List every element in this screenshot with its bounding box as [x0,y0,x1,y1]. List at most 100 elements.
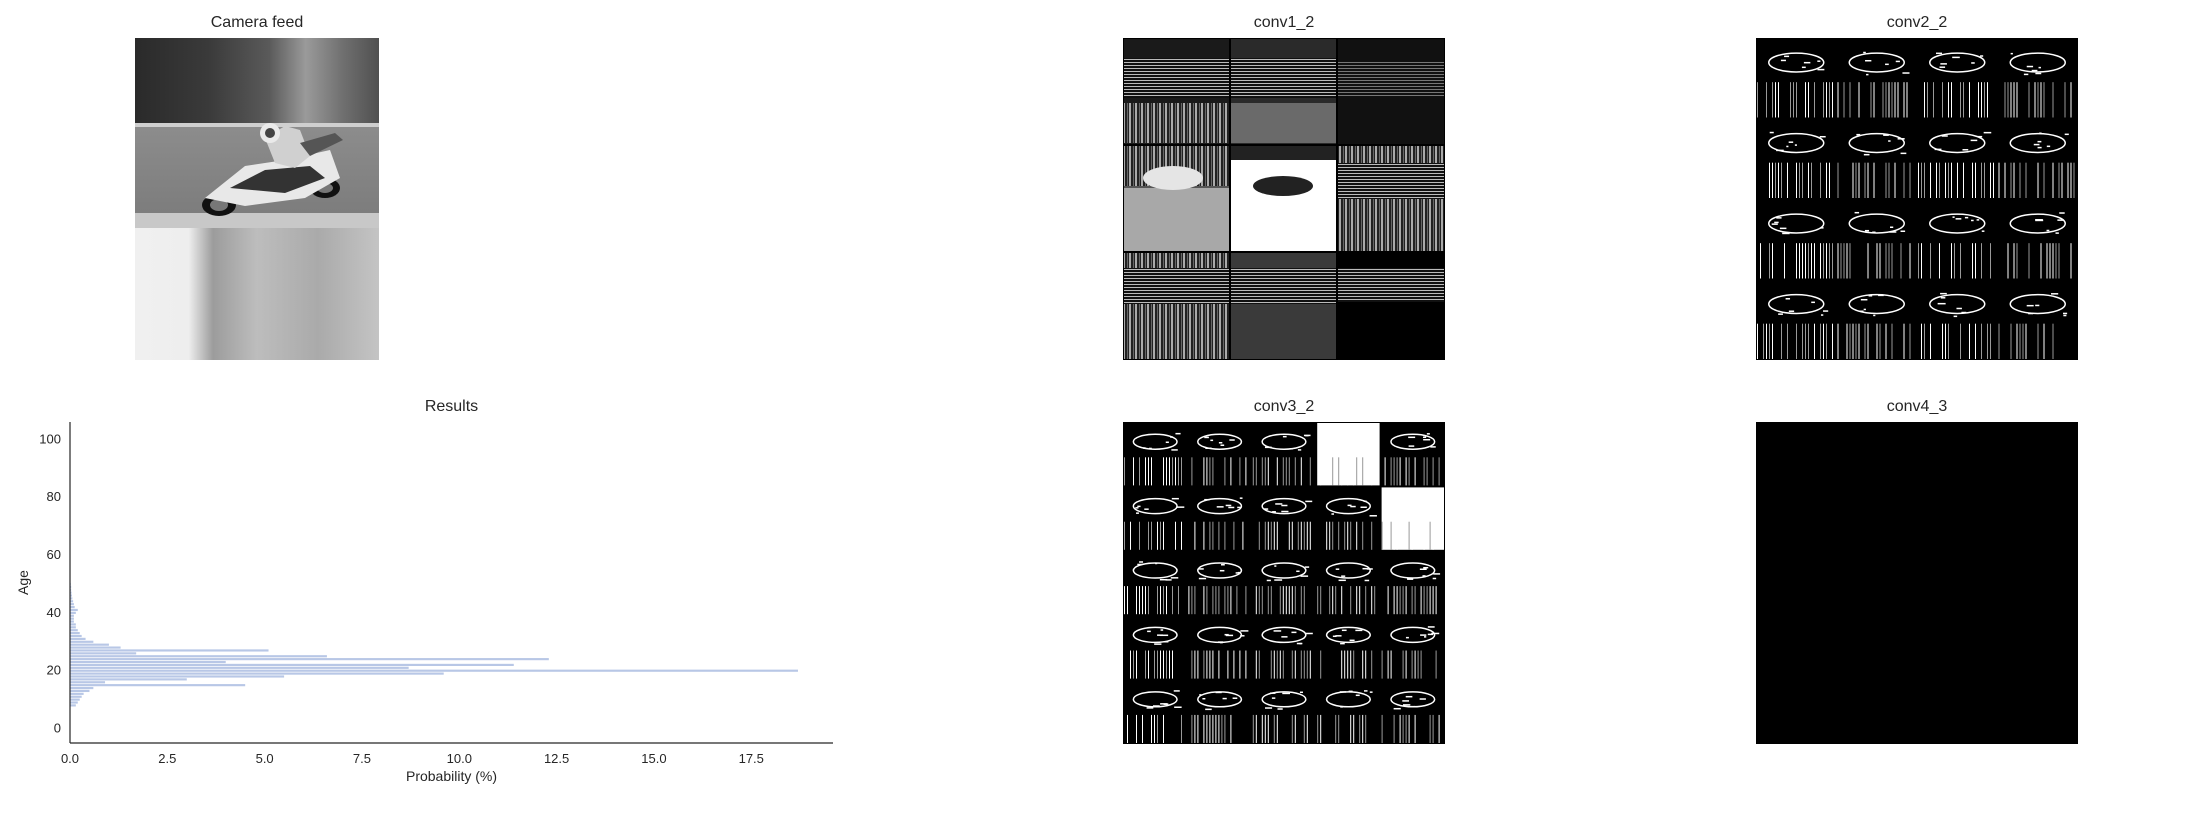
camera-feed-image [135,38,379,360]
bar [70,646,121,649]
y-tick-label: 0 [54,721,61,736]
bar [70,649,269,652]
conv3-2-grid [1123,422,1445,744]
bar [70,597,73,600]
bar [70,660,226,664]
conv1-2-title: conv1_2 [1253,14,1315,31]
bar [70,686,94,690]
x-tick-label: 5.0 [256,751,274,766]
bar [70,626,76,629]
bar [70,643,109,646]
conv4-3-feature-map [1756,422,2078,744]
bar [70,605,75,609]
x-axis-label: Probability (%) [406,768,497,784]
bar [70,669,798,672]
feature-cell [1124,680,1187,743]
conv1-2-grid [1123,38,1445,360]
bar [70,666,409,669]
bar [70,632,80,635]
feature-cell [1381,423,1444,486]
y-tick-label: 100 [39,431,61,446]
bar [70,698,80,701]
bar [70,678,187,681]
feature-cell [1188,680,1251,743]
bar [70,637,86,640]
bar [70,663,514,667]
feature-cell [1998,39,2077,118]
feature-cell [1918,200,1997,279]
bar [70,684,246,687]
feature-cell [1918,119,1997,198]
feature-cell [1252,680,1316,743]
feature-cell [1124,423,1187,486]
feature-cell [1124,487,1187,550]
feature-cell [1252,551,1316,615]
conv2-2-grid [1756,38,2078,360]
feature-cell [1124,616,1187,679]
feature-cell [1188,616,1251,679]
feature-cell [1317,551,1380,615]
feature-cell [1188,551,1251,615]
bar [70,681,106,684]
feature-cell [1317,423,1380,486]
y-tick-label: 80 [47,489,61,504]
bar [70,672,444,675]
bar [70,600,74,603]
feature-cell [1317,680,1380,743]
feature-cell [1252,487,1316,550]
bar [70,629,78,632]
bar [70,591,72,594]
feature-cell [1381,680,1444,743]
bar [70,689,90,693]
feature-cell [1998,119,2077,198]
bar [70,634,82,638]
motorcycle-shape [202,123,343,216]
feature-cell [1252,616,1316,679]
x-tick-label: 2.5 [158,751,176,766]
feature-cell [1317,616,1380,679]
feature-cell [1757,200,1836,279]
feature-cell [1918,39,1997,118]
y-axis-label: Age [15,570,31,595]
conv1-2-feature-map [1123,38,1445,360]
feature-cell [1188,487,1251,550]
bar [70,655,327,658]
feature-cell [1998,200,2077,279]
feature-cell [1837,280,1916,359]
feature-cell [1837,119,1916,198]
results-chart: 0.0 2.5 5.0 7.5 10.0 12.5 15.0 17.5 0 20 40 60 80 100… [15,422,833,784]
bar [70,640,94,643]
y-tick-label: 40 [47,605,61,620]
feature-cell [1317,487,1380,550]
y-tick-label: 60 [47,547,61,562]
bar [70,704,76,707]
bar [70,594,72,597]
feature-cell [1757,280,1836,359]
bar [70,608,78,612]
conv3-2-title: conv3_2 [1253,398,1315,415]
bar [70,614,74,617]
feature-cell [1381,487,1444,550]
x-tick-label: 10.0 [447,751,472,766]
conv4-3-title: conv4_3 [1886,398,1948,415]
conv2-2-title: conv2_2 [1886,14,1948,31]
bar [70,675,285,678]
x-tick-label: 12.5 [544,751,569,766]
conv2-2-feature-map [1756,38,2078,360]
bar [70,701,78,704]
bar [70,695,82,698]
feature-cell [1381,551,1444,615]
feature-cell [1252,423,1316,486]
camera-feed-title: Camera feed [210,14,304,31]
bar [70,623,76,626]
feature-cell [1124,551,1187,615]
feature-cell [1918,280,1997,359]
bar [70,658,549,661]
feature-cell [1381,616,1444,679]
bar [70,692,84,695]
feature-cell [1837,200,1916,279]
camera-frame-svg [135,38,379,360]
bar [70,617,74,620]
bar [70,611,76,614]
feature-cell [1757,119,1836,198]
